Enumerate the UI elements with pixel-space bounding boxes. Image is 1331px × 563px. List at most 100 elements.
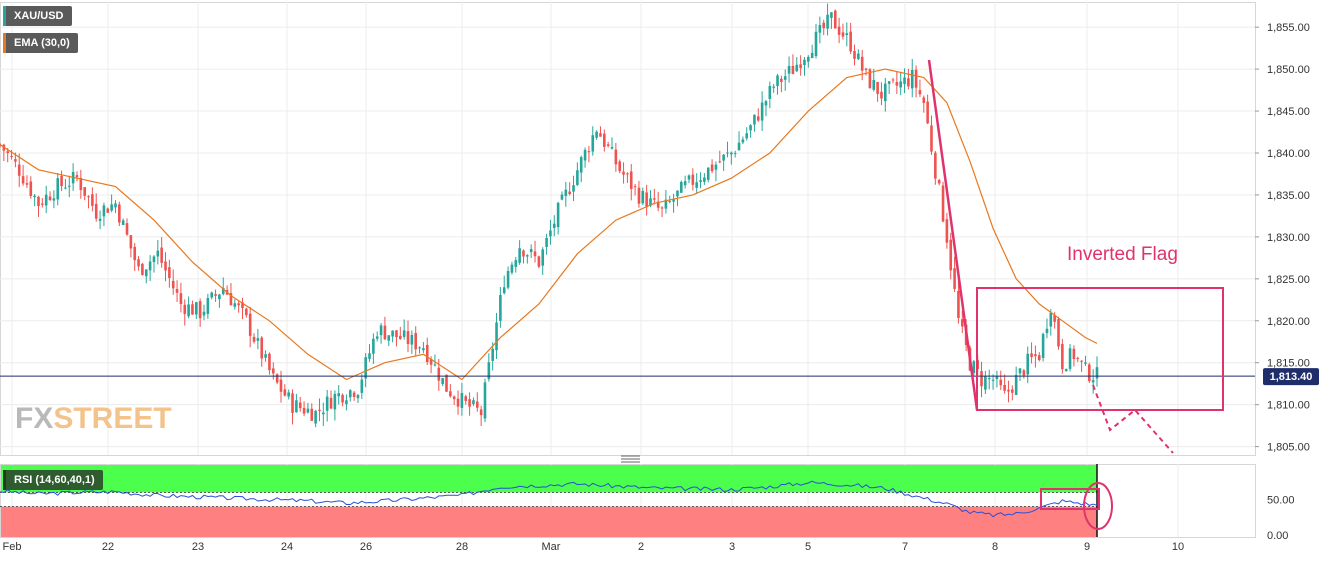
candle bbox=[1061, 338, 1064, 374]
candle bbox=[472, 397, 475, 407]
time-tick-label: 22 bbox=[102, 541, 114, 553]
candle bbox=[903, 68, 906, 94]
price-tick-label: 1,825.00 bbox=[1267, 274, 1310, 286]
ema-line bbox=[0, 68, 1098, 381]
candle bbox=[418, 346, 421, 354]
candle bbox=[753, 114, 756, 132]
candle bbox=[237, 300, 240, 313]
candle bbox=[125, 218, 129, 236]
candle bbox=[360, 374, 364, 399]
price-tick-label: 1,835.00 bbox=[1267, 190, 1310, 202]
symbol-swatch bbox=[3, 6, 6, 26]
candle bbox=[233, 299, 237, 310]
price-tick-label: 1,805.00 bbox=[1267, 442, 1310, 454]
candle bbox=[830, 11, 833, 29]
candle bbox=[776, 73, 779, 95]
candle bbox=[714, 161, 718, 182]
candle bbox=[722, 154, 725, 172]
candle bbox=[899, 72, 902, 96]
candle bbox=[949, 232, 953, 280]
candle bbox=[891, 77, 895, 84]
candle bbox=[271, 362, 275, 380]
candle bbox=[683, 175, 687, 189]
candle bbox=[1026, 346, 1030, 384]
candle bbox=[733, 150, 737, 158]
candle bbox=[152, 255, 156, 273]
rsi-bands bbox=[0, 464, 1098, 537]
rsi-tag[interactable]: RSI (14,60,40,1) bbox=[3, 470, 103, 490]
time-tick-label: 23 bbox=[192, 541, 204, 553]
price-axis: 1,855.00 1,850.00 1,845.00 1,840.00 1,835.00… bbox=[1255, 22, 1310, 542]
candle bbox=[121, 218, 125, 226]
candle bbox=[218, 293, 221, 308]
candle bbox=[214, 289, 217, 302]
candle bbox=[1068, 343, 1072, 372]
candle bbox=[487, 353, 491, 382]
candle bbox=[241, 297, 244, 320]
candle bbox=[957, 279, 960, 324]
candle bbox=[718, 150, 722, 164]
candle bbox=[749, 124, 752, 138]
candle bbox=[187, 296, 190, 319]
candle bbox=[252, 333, 256, 344]
candle bbox=[756, 108, 760, 122]
candle bbox=[737, 131, 741, 151]
price-tick-label: 1,810.00 bbox=[1267, 400, 1310, 412]
candle bbox=[764, 99, 768, 117]
time-axis: Feb 22 23 24 26 28 Mar 2 3 5 7 8 9 10 bbox=[3, 541, 1185, 553]
candle bbox=[514, 256, 518, 273]
candle bbox=[576, 162, 579, 187]
candle bbox=[691, 168, 695, 191]
ema-tag[interactable]: EMA (30,0) bbox=[3, 33, 78, 53]
candle bbox=[695, 173, 698, 194]
candle bbox=[483, 378, 487, 423]
candle bbox=[383, 316, 387, 341]
fxstreet-watermark: FXSTREET bbox=[15, 402, 172, 435]
symbol-tag[interactable]: XAU/USD bbox=[3, 6, 72, 26]
candle bbox=[587, 146, 591, 163]
pane-splitter[interactable] bbox=[621, 455, 640, 463]
candle bbox=[98, 210, 102, 230]
candle bbox=[183, 299, 187, 326]
candle bbox=[1003, 374, 1006, 394]
candle bbox=[468, 392, 471, 416]
candle bbox=[610, 137, 614, 150]
time-tick-label: 7 bbox=[902, 541, 908, 553]
candle bbox=[1064, 368, 1068, 372]
candle bbox=[441, 377, 444, 387]
candle bbox=[922, 95, 926, 113]
candle bbox=[37, 195, 40, 217]
candle bbox=[102, 202, 106, 227]
symbol-label: XAU/USD bbox=[14, 10, 64, 22]
candle bbox=[560, 191, 564, 201]
rsi-label: RSI (14,60,40,1) bbox=[14, 474, 95, 486]
candle bbox=[91, 187, 94, 212]
candle bbox=[345, 394, 348, 411]
candle bbox=[322, 402, 325, 426]
flag-box bbox=[976, 287, 1224, 411]
candle bbox=[595, 130, 598, 140]
rsi-tick-label: 0.00 bbox=[1267, 530, 1288, 542]
candle bbox=[591, 126, 595, 156]
candle bbox=[679, 180, 683, 193]
candle bbox=[1037, 352, 1041, 362]
candle bbox=[179, 282, 183, 313]
candle bbox=[710, 159, 714, 174]
candle bbox=[94, 193, 98, 222]
candle bbox=[406, 320, 410, 353]
candle bbox=[837, 17, 841, 44]
candle bbox=[934, 150, 937, 185]
candle bbox=[83, 186, 86, 201]
candle bbox=[606, 141, 610, 148]
last-price-label: 1,813.40 bbox=[1270, 371, 1313, 383]
candle bbox=[456, 390, 460, 415]
time-tick-label: Mar bbox=[542, 541, 561, 553]
candle bbox=[433, 354, 437, 367]
candle bbox=[810, 44, 814, 59]
candle bbox=[67, 175, 71, 198]
ema-label: EMA (30,0) bbox=[14, 37, 70, 49]
candle bbox=[1080, 360, 1083, 372]
candle bbox=[87, 195, 90, 209]
